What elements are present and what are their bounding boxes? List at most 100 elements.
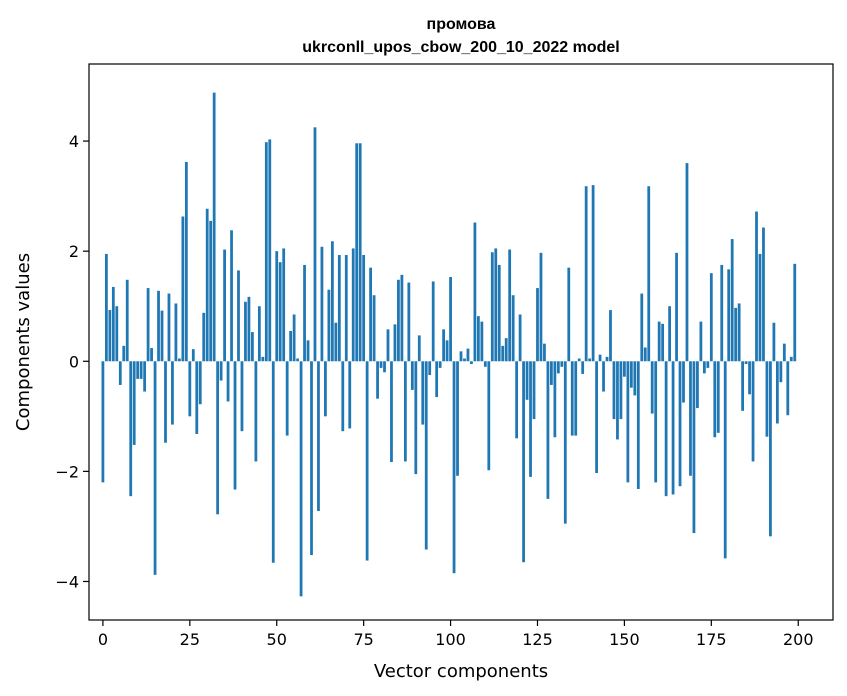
bar-131 (556, 361, 560, 374)
bar-128 (546, 361, 550, 499)
chart-title-line1: промова (427, 16, 496, 33)
bar-73 (355, 143, 359, 362)
bar-32 (212, 92, 216, 362)
bar-99 (445, 340, 449, 362)
bar-108 (476, 316, 480, 362)
bar-195 (779, 361, 783, 383)
bar-104 (463, 358, 466, 362)
bar-100 (449, 277, 452, 362)
bar-191 (765, 361, 769, 437)
bar-77 (369, 267, 372, 362)
bar-63 (320, 246, 324, 362)
bar-36 (226, 361, 230, 402)
bar-141 (591, 185, 595, 362)
bar-82 (386, 329, 390, 362)
bar-187 (751, 361, 755, 462)
bar-52 (282, 248, 286, 362)
bar-162 (664, 361, 668, 497)
bar-148 (616, 361, 619, 440)
bar-55 (292, 314, 296, 362)
bar-176 (713, 361, 717, 438)
bar-103 (459, 351, 463, 362)
bar-39 (237, 270, 240, 362)
bars-group (101, 92, 797, 597)
x-tick-label-5: 125 (522, 630, 553, 649)
bar-47 (264, 142, 268, 362)
bar-188 (755, 211, 758, 362)
y-axis-label: Components values (13, 253, 34, 431)
bar-169 (689, 361, 692, 476)
bar-54 (289, 330, 293, 362)
bar-81 (383, 361, 386, 373)
bar-145 (605, 356, 609, 362)
bar-12 (143, 361, 147, 392)
bar-29 (202, 312, 206, 362)
x-axis-ticks: 0 25 50 75 100 125 150 175 200 (98, 620, 814, 649)
bar-30 (205, 208, 209, 362)
bar-89 (410, 361, 414, 390)
x-tick-label-1: 25 (180, 630, 200, 649)
bar-155 (640, 293, 644, 362)
bar-114 (497, 264, 501, 362)
bar-129 (550, 361, 553, 385)
bar-91 (417, 335, 421, 362)
bar-124 (532, 361, 536, 420)
bar-48 (268, 139, 272, 362)
bar-27 (195, 361, 199, 434)
bar-90 (414, 361, 418, 475)
bar-107 (473, 222, 477, 362)
bar-21 (174, 303, 178, 362)
bar-4 (115, 306, 119, 362)
bar-156 (643, 347, 647, 362)
bar-51 (278, 262, 282, 362)
bar-14 (150, 348, 153, 362)
bar-24 (184, 161, 188, 362)
bar-164 (671, 361, 675, 495)
bar-151 (626, 361, 630, 483)
bar-174 (706, 361, 710, 368)
bar-140 (588, 358, 592, 362)
bar-49 (271, 361, 275, 563)
y-tick-label-3: 2 (69, 242, 79, 261)
bar-115 (501, 345, 505, 362)
bar-182 (734, 307, 738, 362)
x-tick-label-0: 0 (98, 630, 108, 649)
bar-97 (438, 361, 442, 368)
bar-199 (793, 263, 797, 362)
bar-184 (741, 361, 744, 411)
bar-157 (647, 186, 651, 362)
bar-135 (570, 361, 574, 436)
bar-44 (254, 361, 258, 462)
bar-8 (129, 361, 133, 497)
y-tick-label-4: 4 (69, 132, 79, 151)
bar-9 (132, 361, 136, 445)
bar-20 (171, 361, 174, 425)
bar-117 (508, 249, 512, 362)
bar-5 (118, 361, 122, 385)
bar-84 (393, 324, 397, 362)
bar-19 (167, 293, 171, 362)
bar-58 (303, 264, 306, 362)
bar-69 (341, 361, 345, 432)
bar-165 (675, 252, 678, 362)
bar-167 (682, 361, 685, 403)
x-tick-label-2: 50 (267, 630, 287, 649)
y-tick-label-1: −2 (55, 462, 79, 481)
bar-74 (358, 143, 362, 362)
bar-25 (188, 361, 192, 417)
bar-179 (723, 361, 727, 559)
bar-143 (598, 354, 602, 362)
bar-159 (654, 361, 658, 483)
bar-142 (595, 361, 598, 474)
bar-70 (344, 255, 348, 362)
bar-172 (699, 321, 703, 362)
bar-33 (216, 361, 220, 515)
bar-193 (772, 322, 776, 362)
bar-168 (685, 163, 689, 362)
bar-31 (209, 220, 213, 362)
bar-56 (296, 358, 299, 362)
bar-170 (692, 361, 696, 534)
bar-10 (136, 361, 140, 379)
bar-94 (428, 361, 432, 376)
bar-26 (191, 349, 195, 362)
